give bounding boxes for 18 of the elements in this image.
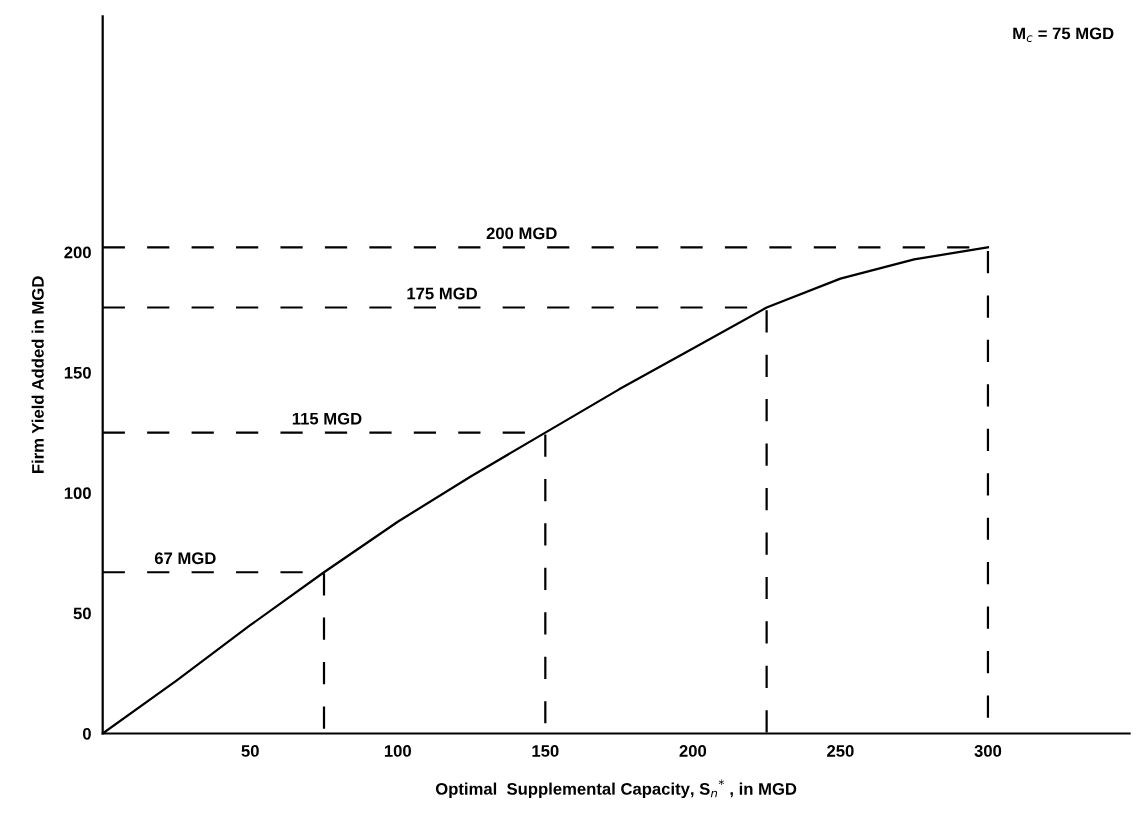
x-tick-label: 50 (241, 745, 259, 757)
annotation: 175 MGD (407, 287, 477, 300)
y-tick-label: 200 (64, 246, 91, 259)
x-tick-label: 250 (827, 745, 854, 757)
y-tick-label: 150 (64, 366, 91, 379)
y-tick-label: 100 (64, 487, 91, 500)
annotation: 115 MGD (292, 412, 362, 425)
x-tick-label: 200 (679, 745, 707, 757)
y-axis-title: Firm Yield Added in MGD (31, 276, 44, 474)
x-axis-title: Optimal Supplemental Capacity, S$_{n}$$^{*}$ , in MGD (435, 779, 797, 799)
y-tick-label: 0 (82, 727, 91, 740)
y-tick-label: 50 (73, 607, 91, 620)
annotation: 200 MGD (486, 227, 557, 240)
annotation: 67 MGD (154, 552, 216, 565)
annotation: M$_{c}$ = 75 MGD (1013, 27, 1114, 43)
x-tick-label: 100 (384, 745, 411, 757)
x-tick-label: 150 (532, 745, 559, 757)
x-tick-label: 300 (974, 745, 1002, 757)
